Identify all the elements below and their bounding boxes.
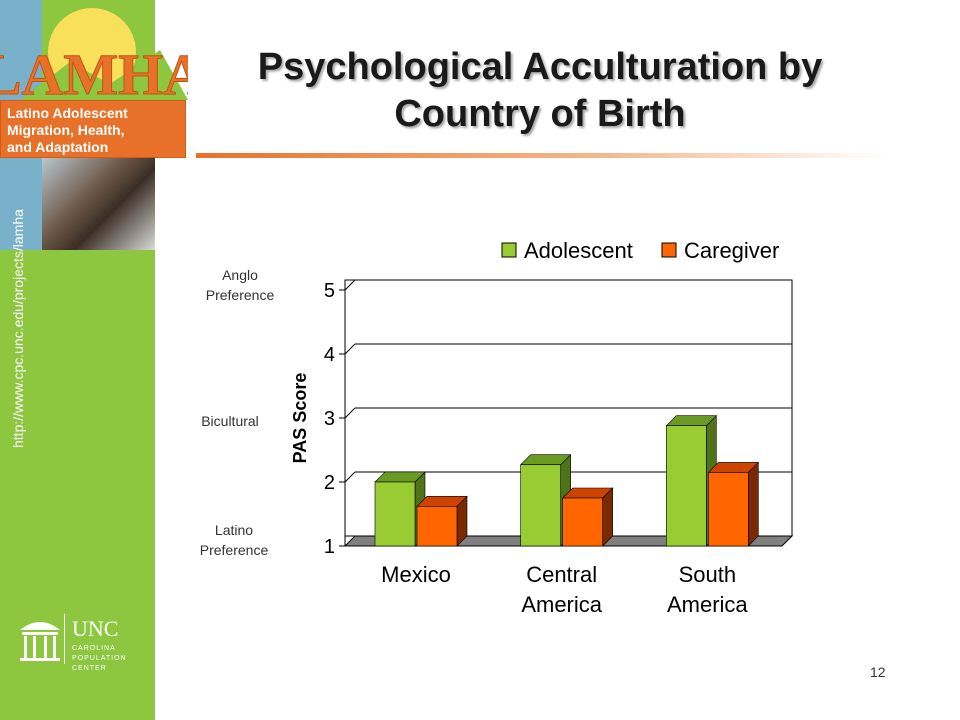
lamha-logo: LAMHA Latino Adolescent Migration, Healt… — [0, 0, 188, 160]
bar-caregiver-0 — [416, 506, 458, 547]
logo-line-1: Latino Adolescent — [7, 105, 128, 121]
legend-label-caregiver: Caregiver — [684, 238, 779, 263]
bar-adolescent-2 — [666, 425, 707, 547]
legend-label-adolescent: Adolescent — [524, 238, 633, 263]
unc-sub-2: POPULATION — [72, 655, 127, 662]
gridline-diagonal — [344, 407, 356, 419]
slide-number: 12 — [870, 664, 886, 680]
lamha-wordmark-graphic: LAMHA — [0, 8, 188, 102]
latino-preference-line-1: Latino — [214, 522, 254, 538]
bar-adolescent-0 — [374, 481, 416, 547]
title-underline — [196, 153, 886, 158]
y-tick-label: 2 — [324, 472, 335, 494]
bar-side-caregiver-2 — [748, 461, 759, 547]
lamha-wordmark: LAMHA — [0, 42, 188, 102]
y-axis-label: PAS Score — [290, 373, 310, 464]
old-well-icon — [20, 614, 65, 664]
unc-logo — [14, 610, 144, 670]
latino-preference-line-2: Preference — [199, 542, 269, 558]
x-tick-label: America — [521, 592, 602, 617]
y-tick-label: 4 — [324, 344, 335, 366]
photo — [42, 158, 155, 250]
legend-swatch-caregiver — [661, 242, 677, 258]
anglo-preference-line-1: Anglo — [222, 267, 258, 283]
gridline-diagonal — [344, 343, 356, 355]
unc-name: UNC — [72, 616, 119, 641]
x-tick-label: South — [679, 562, 737, 587]
x-tick-label: Mexico — [381, 562, 451, 587]
anglo-preference-label: Anglo Preference — [180, 265, 300, 305]
legend-swatch-adolescent — [501, 242, 517, 258]
slide-title-line-1: Psychological Acculturation by — [257, 46, 823, 88]
latino-preference-label: Latino Preference — [174, 520, 294, 560]
gridline-diagonal — [344, 279, 356, 291]
unc-sub-1: CAROLINA — [72, 645, 116, 652]
bicultural-label: Bicultural — [201, 413, 259, 429]
slide-title-line-2: Country of Birth — [394, 93, 686, 135]
y-tick-label: 1 — [324, 536, 335, 558]
hills-icon — [20, 50, 188, 100]
x-tick-label: America — [667, 592, 748, 617]
logo-line-2: Migration, Health, — [7, 122, 125, 138]
gridline-diagonal — [344, 471, 356, 483]
y-tick-label: 5 — [324, 280, 335, 302]
y-tick-label: 3 — [324, 408, 335, 430]
x-tick-label: Central — [526, 562, 597, 587]
bar-caregiver-1 — [562, 497, 603, 547]
logo-banner: Latino Adolescent Migration, Health, and… — [0, 100, 186, 158]
unc-sub-3: CENTER — [72, 665, 107, 672]
bar-adolescent-1 — [520, 464, 561, 547]
bar-caregiver-2 — [708, 472, 749, 547]
anglo-preference-line-2: Preference — [205, 287, 275, 303]
logo-line-3: and Adaptation — [7, 139, 109, 155]
